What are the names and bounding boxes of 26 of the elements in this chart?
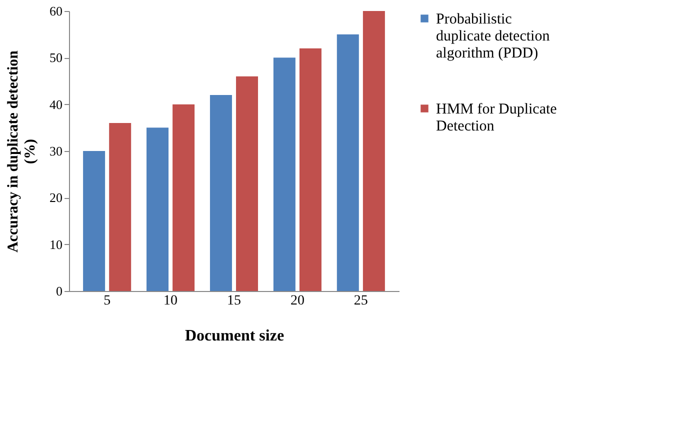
- bar: [236, 76, 258, 291]
- bar: [273, 58, 296, 291]
- legend-label: HMM for Duplicate Detection: [436, 102, 558, 134]
- bar: [109, 123, 132, 291]
- x-tick-label: 10: [164, 294, 178, 308]
- x-tick-label: 25: [354, 294, 368, 308]
- x-axis-title: Document size: [184, 328, 284, 344]
- x-tick-label: 15: [227, 294, 241, 308]
- bar: [299, 48, 322, 291]
- y-tick-label: 60: [50, 4, 62, 18]
- y-tick-label: 40: [50, 96, 62, 112]
- legend-label: Probabilistic duplicate detection algorithm (PDD): [436, 12, 550, 62]
- bar: [210, 95, 232, 291]
- bar: [336, 34, 359, 291]
- bar: [172, 104, 195, 291]
- y-tick-label: 20: [50, 190, 62, 206]
- y-tick-label: 50: [50, 50, 62, 66]
- x-tick-label: 5: [104, 294, 111, 308]
- y-tick-label: 0: [56, 284, 62, 298]
- y-tick-label: 10: [50, 236, 62, 252]
- x-tick-label: 20: [290, 294, 304, 308]
- bar: [83, 151, 106, 291]
- bar: [146, 128, 169, 291]
- bar: [362, 11, 385, 291]
- y-tick-label: 30: [50, 144, 62, 158]
- y-axis-title: Accuracy in duplicate detection (%): [6, 50, 38, 253]
